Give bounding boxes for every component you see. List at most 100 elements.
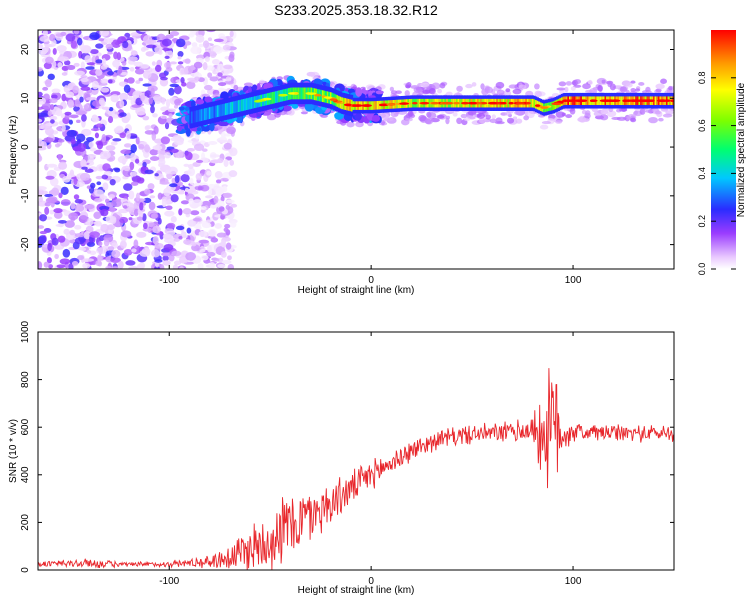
noise-speckle	[147, 183, 155, 190]
noise-speckle	[134, 158, 140, 164]
noise-speckle	[64, 60, 71, 66]
ridge-core	[300, 87, 304, 100]
noise-speckle	[190, 30, 195, 36]
noise-speckle	[229, 147, 238, 157]
colorbar-ticks: 0.0 0.2 0.4 0.6 0.8	[697, 72, 736, 276]
ridge-core	[221, 104, 224, 116]
ridge-haze	[480, 83, 485, 90]
noise-speckle	[84, 168, 94, 173]
noise-speckle	[133, 208, 139, 217]
noise-speckle	[95, 69, 103, 76]
noise-speckle	[168, 87, 175, 96]
ridge-haze	[589, 88, 598, 95]
ridge-core	[189, 111, 192, 124]
ridge-core	[223, 103, 226, 116]
noise-speckle	[173, 139, 184, 146]
noise-speckle	[129, 135, 138, 139]
ridge-peak	[412, 101, 418, 105]
snr-frame	[37, 331, 675, 571]
noise-speckle	[178, 208, 183, 216]
noise-speckle	[217, 63, 225, 72]
noise-speckle	[110, 114, 120, 119]
noise-speckle	[39, 230, 48, 235]
noise-speckle	[157, 192, 163, 200]
ridge-haze	[389, 86, 394, 92]
ridge-peak	[535, 104, 541, 107]
noise-speckle	[206, 170, 212, 176]
noise-speckle	[74, 203, 85, 212]
noise-speckle	[38, 91, 43, 97]
ridge-peak	[453, 101, 461, 105]
ridge-haze	[660, 78, 667, 84]
noise-speckle	[159, 181, 170, 185]
noise-speckle	[135, 192, 140, 202]
noise-speckle	[52, 47, 57, 55]
noise-speckle	[185, 151, 193, 161]
noise-speckle	[130, 50, 138, 57]
colorbar-tick-label: 0.8	[697, 72, 707, 85]
noise-speckle	[100, 78, 109, 84]
noise-speckle	[44, 206, 50, 215]
noise-speckle	[183, 66, 189, 75]
noise-speckle	[64, 111, 72, 116]
ridge-haze	[489, 118, 497, 124]
noise-speckle	[98, 38, 105, 42]
noise-speckle	[120, 149, 131, 155]
noise-speckle	[194, 76, 200, 81]
noise-speckle	[129, 161, 135, 171]
spectrogram-x-label: Height of straight line (km)	[298, 285, 415, 296]
noise-speckle	[203, 84, 213, 91]
noise-speckle	[73, 62, 80, 67]
snr-x-tick-label: 100	[565, 576, 582, 587]
noise-speckle	[166, 222, 176, 229]
noise-speckle	[173, 238, 180, 242]
ridge-haze	[665, 110, 674, 115]
noise-speckle	[192, 199, 203, 207]
noise-speckle	[41, 102, 52, 110]
ridge-core	[459, 98, 462, 108]
noise-speckle	[43, 261, 50, 268]
noise-speckle	[123, 205, 128, 209]
noise-speckle	[228, 54, 235, 63]
ridge-core	[270, 92, 273, 105]
ridge-core	[533, 99, 536, 108]
ridge-peak	[256, 99, 266, 102]
noise-speckle	[161, 115, 167, 120]
colorbar-tick-label: 0.0	[697, 263, 707, 276]
noise-speckle	[125, 260, 136, 266]
ridge-blob	[204, 96, 212, 103]
ridge-haze	[494, 121, 505, 125]
ridge-haze	[668, 85, 673, 91]
noise-speckle	[223, 64, 233, 70]
noise-speckle	[216, 232, 227, 238]
noise-speckle	[63, 85, 69, 93]
noise-speckle	[61, 93, 67, 102]
noise-speckle	[43, 62, 52, 70]
ridge-peak	[659, 99, 667, 103]
ridge-haze	[606, 110, 617, 118]
ridge-core	[242, 99, 245, 111]
ridge-haze	[346, 121, 355, 128]
noise-speckle	[38, 97, 46, 105]
noise-speckle	[95, 43, 104, 49]
noise-speckle	[177, 50, 184, 58]
noise-speckle	[185, 251, 197, 261]
ridge-core	[229, 102, 233, 114]
ridge-haze	[582, 118, 590, 122]
ridge-haze	[405, 117, 413, 122]
noise-speckle	[208, 187, 213, 196]
noise-speckle	[50, 119, 55, 124]
spectrogram-y-tick-label: -10	[20, 188, 31, 203]
noise-speckle	[173, 104, 179, 109]
noise-speckle	[110, 257, 121, 263]
ridge-haze	[619, 108, 628, 112]
noise-speckle	[83, 231, 91, 240]
ridge-blob	[371, 115, 381, 122]
ridge-blob	[252, 84, 258, 91]
ridge-haze	[539, 124, 549, 130]
noise-speckle	[53, 208, 63, 214]
noise-speckle	[142, 161, 147, 168]
noise-speckle	[38, 44, 44, 49]
noise-speckle	[189, 178, 194, 185]
ridge-core	[410, 98, 413, 108]
